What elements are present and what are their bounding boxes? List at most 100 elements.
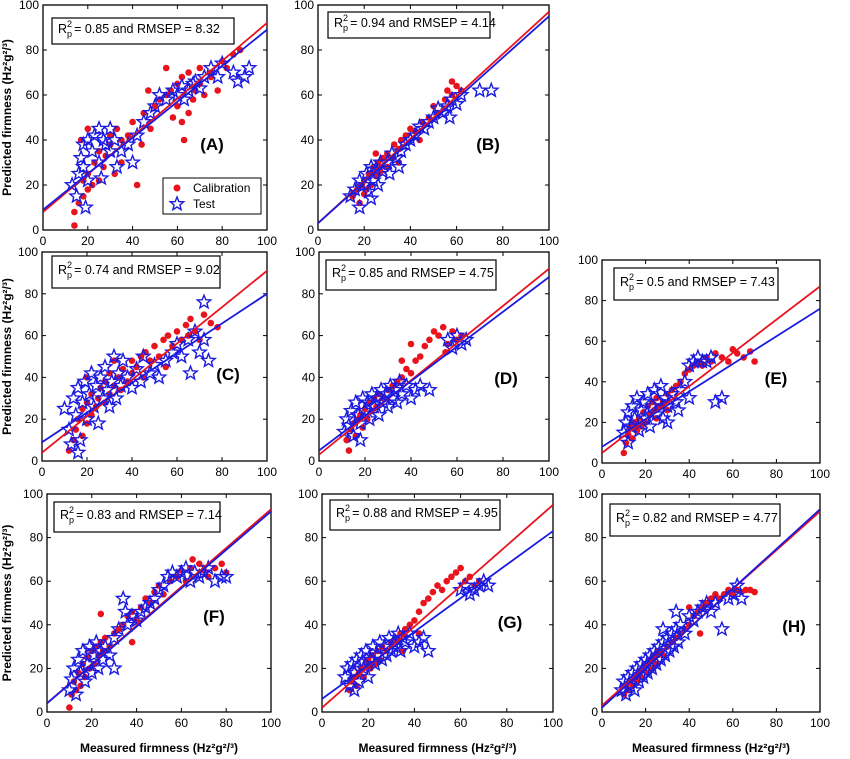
test-point — [693, 598, 711, 615]
test-point — [74, 158, 92, 175]
r2-rmsep-text: R2 p = 0.74 and RMSEP = 9.02 — [58, 260, 220, 280]
panel-b: 00 20 20 40 40 60 60 80 80 100 100 R2 p = 0.94 and RM… — [294, 0, 559, 248]
y-tick-label: 20 — [25, 412, 39, 426]
test-point — [146, 589, 164, 606]
y-tick-label: 20 — [305, 661, 319, 675]
y-tick-label: 80 — [25, 287, 39, 301]
x-tick-label: 0 — [319, 716, 326, 730]
y-tick-label: 60 — [30, 574, 44, 588]
test-point — [619, 668, 637, 685]
test-point — [397, 135, 415, 152]
test-point — [351, 431, 369, 448]
x-tick-label: 40 — [404, 465, 418, 479]
calibration-point — [398, 357, 406, 365]
y-tick-label: 40 — [302, 370, 316, 384]
calibration-point — [180, 136, 188, 144]
test-point — [114, 589, 132, 606]
test-point — [733, 589, 751, 606]
test-point — [142, 104, 160, 121]
test-point — [390, 158, 408, 175]
test-point — [407, 380, 425, 398]
x-tick-label: 80 — [496, 234, 510, 248]
test-point — [195, 330, 213, 347]
test-point — [441, 108, 459, 125]
test-point — [628, 659, 646, 676]
test-point — [224, 63, 242, 80]
test-fit-line — [43, 29, 267, 211]
test-point — [177, 559, 195, 576]
x-tick-label: 0 — [44, 716, 51, 730]
y-tick-label: 100 — [18, 245, 38, 259]
y-tick-label: 80 — [301, 43, 315, 57]
panel-e: 00 20 20 40 40 60 60 80 80 100 100 R2 p = 0.5 and RMS… — [578, 253, 830, 481]
y-tick-label: 100 — [578, 253, 598, 267]
calibration-point — [416, 353, 424, 360]
x-tick-label: 100 — [261, 716, 281, 730]
test-point — [388, 393, 406, 410]
calibration-point — [138, 141, 145, 148]
calibration-point — [439, 323, 447, 331]
test-point — [73, 393, 92, 410]
y-tick-label: 0 — [307, 223, 314, 237]
test-point — [229, 72, 247, 89]
test-point — [669, 633, 687, 650]
test-point — [355, 176, 373, 193]
test-fit-line — [602, 508, 820, 709]
test-point — [77, 198, 95, 215]
calibration-point — [425, 595, 432, 602]
test-point — [114, 351, 132, 368]
y-tick-label: 20 — [301, 178, 315, 192]
test-point — [658, 413, 676, 430]
test-point — [157, 351, 175, 368]
y-tick-label: 0 — [31, 454, 38, 468]
x-tick-label: 20 — [639, 716, 653, 730]
x-tick-label: 20 — [85, 716, 99, 730]
test-point — [401, 131, 419, 148]
x-tick-label: 60 — [170, 465, 184, 479]
test-point — [137, 598, 155, 615]
x-tick-label: 40 — [404, 234, 418, 248]
stats-box — [51, 17, 235, 45]
test-point — [351, 414, 369, 431]
y-tick-label: 40 — [585, 618, 599, 632]
x-axis-label: Measured firmness (Hz²g²/³) — [632, 741, 790, 755]
test-point — [728, 576, 746, 593]
r2-rmsep-value: = 0.5 and RMSEP = 7.43 — [636, 275, 775, 289]
test-point — [79, 131, 97, 148]
calibration-point — [145, 87, 152, 94]
test-point — [410, 633, 428, 650]
test-point — [338, 410, 356, 427]
x-tick-label: 0 — [316, 465, 323, 479]
x-tick-label: 60 — [726, 467, 740, 481]
y-tick-label: 40 — [30, 618, 44, 632]
test-point — [341, 187, 359, 204]
test-point — [154, 576, 172, 593]
test-point — [76, 372, 94, 389]
test-point — [379, 397, 397, 414]
stats-box — [613, 267, 779, 301]
x-tick-label: 60 — [450, 465, 464, 479]
test-point — [124, 153, 142, 170]
calibration-point — [412, 357, 419, 365]
test-point — [87, 376, 105, 393]
x-tick-label: 20 — [362, 716, 376, 730]
test-point — [168, 335, 186, 352]
calibration-point — [169, 114, 177, 121]
test-point — [64, 389, 83, 406]
test-point — [654, 633, 672, 650]
y-tick-label: 60 — [585, 334, 599, 348]
calibration-point — [434, 582, 441, 589]
test-point — [369, 176, 387, 193]
test-point — [628, 389, 646, 406]
data-layer — [47, 508, 271, 711]
test-point — [390, 372, 409, 389]
test-point — [419, 642, 437, 659]
test-point — [637, 650, 655, 667]
calibration-point — [110, 357, 118, 365]
calibration-point — [696, 630, 704, 637]
calibration-point — [751, 358, 758, 365]
x-tick-label: 40 — [683, 716, 697, 730]
calibration-point — [429, 588, 437, 596]
x-tick-label: 20 — [81, 234, 95, 248]
